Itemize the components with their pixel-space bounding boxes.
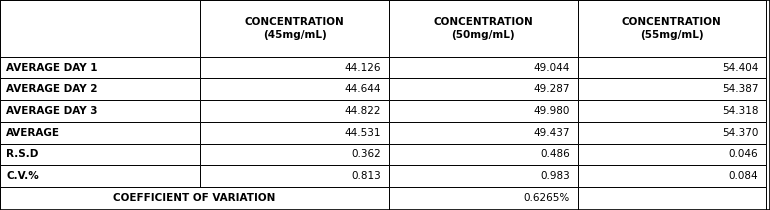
Bar	[200, 0, 389, 57]
Text: CONCENTRATION
(50mg/mL): CONCENTRATION (50mg/mL)	[434, 17, 533, 39]
Bar	[200, 143, 389, 165]
Bar	[0, 57, 200, 78]
Text: 0.362: 0.362	[351, 149, 381, 159]
Text: 0.813: 0.813	[351, 171, 381, 181]
Text: 44.822: 44.822	[345, 106, 381, 116]
Bar	[389, 122, 578, 143]
Bar	[200, 100, 389, 122]
Text: AVERAGE DAY 1: AVERAGE DAY 1	[6, 63, 98, 72]
Text: 44.531: 44.531	[345, 128, 381, 138]
Text: AVERAGE DAY 3: AVERAGE DAY 3	[6, 106, 98, 116]
Text: 54.318: 54.318	[722, 106, 758, 116]
Bar	[389, 57, 578, 78]
Bar	[0, 187, 389, 210]
Text: 0.486: 0.486	[540, 149, 570, 159]
Bar	[0, 165, 200, 187]
Bar	[389, 78, 578, 100]
Text: 0.6265%: 0.6265%	[524, 193, 570, 203]
Text: 44.644: 44.644	[345, 84, 381, 94]
Bar	[200, 57, 389, 78]
Bar	[0, 100, 200, 122]
Bar	[389, 187, 578, 210]
Bar	[578, 143, 766, 165]
Bar	[389, 0, 578, 57]
Bar	[0, 143, 200, 165]
Bar	[200, 122, 389, 143]
Bar	[578, 122, 766, 143]
Bar	[200, 78, 389, 100]
Bar	[389, 165, 578, 187]
Bar	[578, 187, 766, 210]
Text: 0.046: 0.046	[729, 149, 758, 159]
Text: R.S.D: R.S.D	[6, 149, 38, 159]
Text: 0.084: 0.084	[729, 171, 758, 181]
Bar	[389, 100, 578, 122]
Text: 49.287: 49.287	[534, 84, 570, 94]
Bar	[578, 78, 766, 100]
Text: C.V.%: C.V.%	[6, 171, 39, 181]
Text: CONCENTRATION
(55mg/mL): CONCENTRATION (55mg/mL)	[622, 17, 721, 39]
Bar	[0, 0, 200, 57]
Text: AVERAGE DAY 2: AVERAGE DAY 2	[6, 84, 98, 94]
Text: 0.983: 0.983	[540, 171, 570, 181]
Text: 49.044: 49.044	[534, 63, 570, 72]
Text: COEFFICIENT OF VARIATION: COEFFICIENT OF VARIATION	[113, 193, 276, 203]
Bar	[578, 165, 766, 187]
Bar	[0, 122, 200, 143]
Text: CONCENTRATION
(45mg/mL): CONCENTRATION (45mg/mL)	[245, 17, 344, 39]
Text: AVERAGE: AVERAGE	[6, 128, 60, 138]
Bar	[0, 78, 200, 100]
Text: 54.404: 54.404	[722, 63, 758, 72]
Bar	[578, 57, 766, 78]
Text: 49.980: 49.980	[534, 106, 570, 116]
Bar	[578, 0, 766, 57]
Text: 54.387: 54.387	[722, 84, 758, 94]
Text: 54.370: 54.370	[722, 128, 758, 138]
Bar	[578, 100, 766, 122]
Bar	[200, 165, 389, 187]
Bar	[389, 143, 578, 165]
Text: 44.126: 44.126	[345, 63, 381, 72]
Text: 49.437: 49.437	[534, 128, 570, 138]
